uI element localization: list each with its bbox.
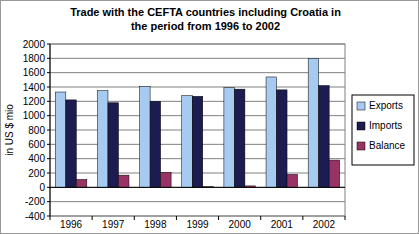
- grid-line: [50, 216, 345, 217]
- grid-line: [50, 58, 345, 59]
- bar: [234, 89, 245, 187]
- y-tick-label: 1200: [23, 96, 46, 107]
- grid-line: [50, 187, 345, 188]
- y-tick-label: 800: [28, 125, 45, 136]
- x-tick-label: 2002: [313, 219, 336, 230]
- y-tick-label: -400: [25, 211, 45, 222]
- bar: [76, 179, 87, 187]
- x-tick-label: 2000: [229, 219, 252, 230]
- grid-line: [50, 72, 345, 73]
- x-tick-label: 1999: [186, 219, 209, 230]
- y-axis: [50, 44, 51, 216]
- bar: [118, 175, 129, 187]
- x-tick: [176, 216, 177, 220]
- legend-swatch: [357, 142, 365, 150]
- x-tick: [134, 216, 135, 220]
- bar: [182, 96, 193, 188]
- grid-line: [50, 44, 345, 45]
- plot-area: [50, 44, 345, 216]
- y-tick-label: 1400: [23, 82, 46, 93]
- x-tick-label: 1997: [102, 219, 125, 230]
- bar: [319, 86, 330, 188]
- grid-line: [50, 87, 345, 88]
- bar: [192, 96, 203, 187]
- x-tick: [218, 216, 219, 220]
- legend-label: Balance: [369, 140, 406, 151]
- y-tick-label: 2000: [23, 39, 46, 50]
- bar: [97, 91, 108, 188]
- bar: [108, 103, 119, 188]
- title: Trade with the CEFTA countries including…: [70, 6, 341, 32]
- x-tick-label: 2001: [271, 219, 294, 230]
- y-tick-label: 400: [28, 153, 45, 164]
- legend: [352, 95, 414, 165]
- legend-swatch: [357, 122, 365, 130]
- bar: [277, 90, 288, 187]
- bar: [161, 172, 172, 187]
- x-tick: [345, 216, 346, 220]
- bar: [55, 92, 65, 187]
- bar: [329, 160, 340, 187]
- y-tick-label: 0: [39, 182, 45, 193]
- y-tick-label: 600: [28, 139, 45, 150]
- x-tick-label: 1998: [144, 219, 167, 230]
- bar: [308, 58, 319, 187]
- y-tick-label: 1000: [23, 110, 46, 121]
- legend-label: Imports: [369, 120, 402, 131]
- bar: [140, 86, 151, 187]
- y-axis-label: in US $ mio: [4, 104, 15, 156]
- x-tick-label: 1996: [60, 219, 83, 230]
- bar: [266, 77, 277, 187]
- chart: Trade with the CEFTA countries including…: [0, 0, 419, 234]
- y-tick-label: 1600: [23, 67, 46, 78]
- y-tick-label: -200: [25, 196, 45, 207]
- bar: [224, 88, 235, 188]
- chart-frame: [1, 1, 419, 234]
- bars: [55, 58, 339, 187]
- bar: [66, 100, 77, 187]
- bar: [150, 101, 161, 187]
- bar: [287, 174, 298, 187]
- grid-line: [50, 201, 345, 202]
- y-tick-label: 1800: [23, 53, 46, 64]
- x-tick: [92, 216, 93, 220]
- x-tick: [260, 216, 261, 220]
- x-axis: [50, 187, 345, 188]
- x-tick: [302, 216, 303, 220]
- y-tick-label: 200: [28, 168, 45, 179]
- legend-swatch: [357, 102, 365, 110]
- x-tick: [50, 216, 51, 220]
- legend-label: Exports: [369, 100, 403, 111]
